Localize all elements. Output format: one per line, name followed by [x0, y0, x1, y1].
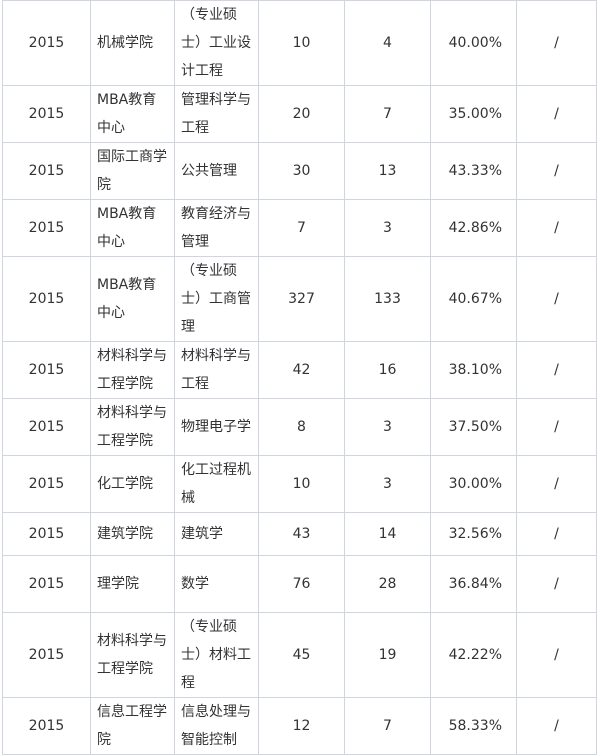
note-cell: /: [516, 142, 597, 200]
major-cell: 数学: [174, 555, 259, 613]
applied-count-cell: 7: [258, 199, 345, 257]
year-cell: 2015: [2, 142, 91, 200]
table-row: 2015 材料科学与工程学院 物理电子学 8 3 37.50% /: [2, 398, 597, 456]
admission-rate-cell: 36.84%: [430, 555, 517, 613]
admission-rate-cell: 35.00%: [430, 85, 517, 143]
admitted-count-cell: 3: [344, 199, 431, 257]
table-row: 2015 国际工商学院 公共管理 30 13 43.33% /: [2, 142, 597, 200]
major-cell: 物理电子学: [174, 398, 259, 456]
year-cell: 2015: [2, 256, 91, 342]
school-cell: 机械学院: [90, 0, 175, 86]
note-cell: /: [516, 512, 597, 556]
admission-rate-cell: 38.10%: [430, 341, 517, 399]
major-cell: 化工过程机械: [174, 455, 259, 513]
school-cell: 化工学院: [90, 455, 175, 513]
school-cell: 国际工商学院: [90, 142, 175, 200]
table-row: 2015 化工学院 化工过程机械 10 3 30.00% /: [2, 455, 597, 513]
year-cell: 2015: [2, 455, 91, 513]
major-cell: 建筑学: [174, 512, 259, 556]
table-row: 2015 信息工程学院 信息处理与智能控制 12 7 58.33% /: [2, 697, 597, 755]
year-cell: 2015: [2, 199, 91, 257]
year-cell: 2015: [2, 612, 91, 698]
admission-rate-cell: 37.50%: [430, 398, 517, 456]
admitted-count-cell: 4: [344, 0, 431, 86]
applied-count-cell: 10: [258, 0, 345, 86]
year-cell: 2015: [2, 341, 91, 399]
table-row: 2015 材料科学与工程学院 材料科学与工程 42 16 38.10% /: [2, 341, 597, 399]
note-cell: /: [516, 555, 597, 613]
school-cell: MBA教育中心: [90, 256, 175, 342]
major-cell: （专业硕士）工商管理: [174, 256, 259, 342]
year-cell: 2015: [2, 555, 91, 613]
admission-rate-cell: 43.33%: [430, 142, 517, 200]
major-cell: （专业硕士）材料工程: [174, 612, 259, 698]
applied-count-cell: 42: [258, 341, 345, 399]
admitted-count-cell: 3: [344, 455, 431, 513]
admitted-count-cell: 3: [344, 398, 431, 456]
table-row: 2015 理学院 数学 76 28 36.84% /: [2, 555, 597, 613]
admission-rate-cell: 40.00%: [430, 0, 517, 86]
table-row: 2015 材料科学与工程学院 （专业硕士）材料工程 45 19 42.22% /: [2, 612, 597, 698]
note-cell: /: [516, 612, 597, 698]
table-row: 2015 建筑学院 建筑学 43 14 32.56% /: [2, 512, 597, 556]
table-row: 2015 MBA教育中心 管理科学与工程 20 7 35.00% /: [2, 85, 597, 143]
major-cell: 材料科学与工程: [174, 341, 259, 399]
year-cell: 2015: [2, 398, 91, 456]
applied-count-cell: 12: [258, 697, 345, 755]
applied-count-cell: 8: [258, 398, 345, 456]
admission-rate-cell: 58.33%: [430, 697, 517, 755]
applied-count-cell: 43: [258, 512, 345, 556]
year-cell: 2015: [2, 85, 91, 143]
admitted-count-cell: 14: [344, 512, 431, 556]
applied-count-cell: 45: [258, 612, 345, 698]
major-cell: 教育经济与管理: [174, 199, 259, 257]
school-cell: MBA教育中心: [90, 199, 175, 257]
admitted-count-cell: 16: [344, 341, 431, 399]
applied-count-cell: 10: [258, 455, 345, 513]
admission-rate-cell: 30.00%: [430, 455, 517, 513]
applied-count-cell: 76: [258, 555, 345, 613]
major-cell: 公共管理: [174, 142, 259, 200]
admission-rate-cell: 40.67%: [430, 256, 517, 342]
school-cell: 建筑学院: [90, 512, 175, 556]
note-cell: /: [516, 199, 597, 257]
admitted-count-cell: 7: [344, 697, 431, 755]
major-cell: 信息处理与智能控制: [174, 697, 259, 755]
admission-rate-cell: 42.86%: [430, 199, 517, 257]
admission-rate-cell: 32.56%: [430, 512, 517, 556]
applied-count-cell: 20: [258, 85, 345, 143]
applied-count-cell: 327: [258, 256, 345, 342]
admission-rate-cell: 42.22%: [430, 612, 517, 698]
school-cell: 材料科学与工程学院: [90, 341, 175, 399]
school-cell: 信息工程学院: [90, 697, 175, 755]
note-cell: /: [516, 341, 597, 399]
admitted-count-cell: 133: [344, 256, 431, 342]
admitted-count-cell: 13: [344, 142, 431, 200]
table-row: 2015 MBA教育中心 （专业硕士）工商管理 327 133 40.67% /: [2, 256, 597, 342]
school-cell: 材料科学与工程学院: [90, 612, 175, 698]
year-cell: 2015: [2, 697, 91, 755]
school-cell: 材料科学与工程学院: [90, 398, 175, 456]
note-cell: /: [516, 256, 597, 342]
admitted-count-cell: 19: [344, 612, 431, 698]
note-cell: /: [516, 0, 597, 86]
year-cell: 2015: [2, 0, 91, 86]
school-cell: MBA教育中心: [90, 85, 175, 143]
note-cell: /: [516, 398, 597, 456]
note-cell: /: [516, 85, 597, 143]
applied-count-cell: 30: [258, 142, 345, 200]
admitted-count-cell: 28: [344, 555, 431, 613]
major-cell: （专业硕士）工业设计工程: [174, 0, 259, 86]
major-cell: 管理科学与工程: [174, 85, 259, 143]
school-cell: 理学院: [90, 555, 175, 613]
note-cell: /: [516, 455, 597, 513]
year-cell: 2015: [2, 512, 91, 556]
admitted-count-cell: 7: [344, 85, 431, 143]
table-row: 2015 MBA教育中心 教育经济与管理 7 3 42.86% /: [2, 199, 597, 257]
table-row: 2015 机械学院 （专业硕士）工业设计工程 10 4 40.00% /: [2, 0, 597, 86]
note-cell: /: [516, 697, 597, 755]
